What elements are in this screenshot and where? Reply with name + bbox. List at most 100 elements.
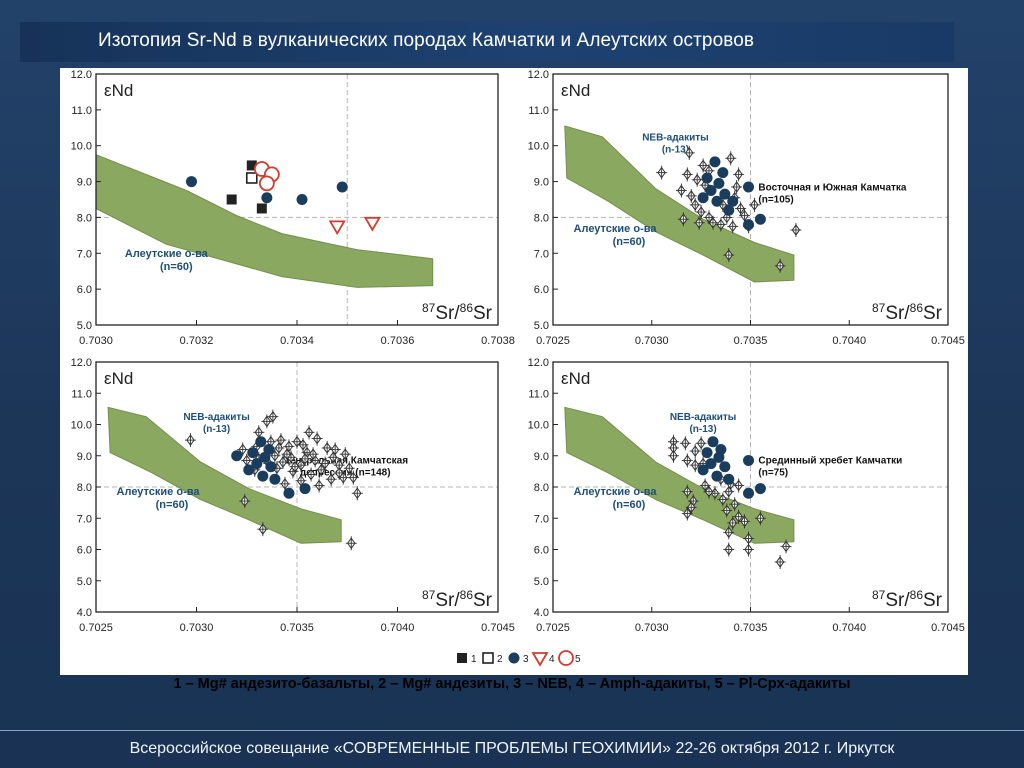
- point-cross-diamond-8: [675, 183, 687, 198]
- aleutian-field: [107, 406, 342, 544]
- point-cross-diamond-17: [735, 201, 747, 216]
- chart-bottom-right: Алеутские о-ва(n=60) NEB-адакиты(n-13) Сре…: [528, 357, 965, 634]
- point-cross-diamond-2: [267, 409, 279, 424]
- y-tick-label: 10.0: [71, 420, 92, 432]
- y-tick-label: 9.0: [534, 177, 549, 189]
- x-tick-label: 0.7036: [381, 335, 415, 347]
- point-cross-diamond-10: [689, 197, 701, 212]
- point-cross-diamond-9: [685, 188, 697, 203]
- point-cross-diamond-49: [307, 447, 319, 462]
- point-cross-diamond-4: [697, 158, 709, 173]
- point-cross-diamond-27: [774, 555, 786, 569]
- point-filled-circle-5: [719, 461, 731, 473]
- legend-symbol-4: [531, 652, 549, 667]
- y-tick-label: 6.0: [77, 284, 92, 296]
- y-tick-label: 10.0: [71, 141, 92, 153]
- point-cross-diamond-22: [723, 542, 735, 557]
- y-tick-label: 8.0: [77, 212, 92, 224]
- figure-caption: 1 – Mg# андезито-базальты, 2 – Mg# андез…: [173, 676, 851, 692]
- y-tick-label: 4.0: [77, 607, 92, 619]
- point-filled-circle-6: [243, 464, 255, 476]
- x-tick-label: 0.7025: [536, 622, 570, 634]
- point-filled-square-2: [256, 203, 267, 214]
- point-cross-diamond-9: [277, 455, 289, 469]
- y-axis-label: εNd: [104, 369, 133, 388]
- aleutian-label: Алеутские о-ва: [125, 248, 209, 260]
- point-cross-diamond-0: [184, 433, 196, 448]
- point-filled-circle-10: [283, 487, 295, 499]
- x-tick-label: 0.7040: [832, 335, 866, 347]
- figure-panel: [60, 68, 968, 675]
- point-cross-diamond-23: [305, 467, 317, 482]
- x-tick-label: 0.7030: [635, 622, 669, 634]
- aleutian-field: [95, 154, 434, 288]
- point-filled-circle-11: [299, 483, 311, 495]
- y-tick-label: 6.0: [534, 284, 549, 296]
- point-filled-circle-12: [754, 213, 766, 225]
- y-tick-label: 11.0: [71, 105, 92, 117]
- y-tick-label: 9.0: [77, 177, 92, 189]
- point-filled-circle-1: [717, 167, 729, 179]
- chart-top-right: Алеутские о-ва(n=60) NEB-адакиты(n-13) Вос…: [528, 69, 965, 347]
- point-cross-diamond-44: [257, 522, 269, 537]
- legend-symbol-2: [482, 652, 494, 664]
- x-tick-label: 0.7030: [79, 335, 113, 347]
- point-filled-circle-0: [709, 156, 721, 168]
- y-tick-label: 8.0: [534, 212, 549, 224]
- slide-footer: Всероссийское совещание «СОВРЕМЕННЫЕ ПРО…: [129, 740, 895, 757]
- point-cross-diamond-32: [733, 478, 745, 493]
- x-axis-label: 87Sr/86Sr: [422, 588, 493, 611]
- annotation-0-count: (n-13): [689, 424, 716, 435]
- point-cross-diamond-18: [739, 208, 751, 223]
- point-filled-circle-2: [701, 447, 713, 459]
- point-cross-diamond-40: [289, 459, 301, 474]
- point-cross-diamond-0: [656, 165, 668, 180]
- point-filled-circle-3: [713, 451, 725, 463]
- x-tick-label: 0.7040: [381, 622, 415, 634]
- y-tick-label: 5.0: [77, 320, 92, 332]
- chart-top-left: Алеутские о-ва(n=60) 5.0 6.0 7.0 8.0 9.0 10.0 1…: [71, 69, 515, 347]
- x-tick-label: 0.7035: [734, 622, 768, 634]
- legend-label-5: 5: [575, 654, 581, 665]
- aleutian-count: (n=60): [613, 499, 646, 511]
- point-filled-circle-11: [743, 219, 755, 231]
- point-filled-circle-5: [719, 188, 731, 200]
- legend-symbol-5: [558, 650, 574, 666]
- point-cross-diamond-39: [299, 451, 311, 466]
- point-cross-diamond-19: [343, 461, 355, 476]
- point-cross-diamond-48: [333, 465, 345, 480]
- point-filled-circle-5: [265, 461, 277, 473]
- charts-group: Алеутские о-ва(n=60)5.06.07.08.09.010.01…: [71, 69, 965, 634]
- y-tick-label: 7.0: [77, 248, 92, 260]
- annotation-0-count: (n-13): [203, 424, 230, 435]
- annotation-0: NEB-адакиты: [670, 412, 737, 423]
- legend-label-4: 4: [549, 654, 555, 665]
- y-tick-label: 6.0: [534, 545, 549, 557]
- point-cross-diamond-21: [693, 215, 705, 230]
- point-cross-diamond-23: [739, 514, 751, 529]
- point-cross-diamond-20: [727, 515, 739, 530]
- legend-label-2: 2: [497, 654, 503, 665]
- y-tick-label: 4.0: [534, 607, 549, 619]
- x-tick-label: 0.7035: [280, 622, 314, 634]
- point-cross-diamond-17: [729, 497, 741, 512]
- y-tick-label: 12.0: [528, 69, 549, 81]
- aleutian-label: Алеутские о-ва: [117, 486, 201, 498]
- point-cross-diamond-45: [351, 486, 363, 501]
- point-cross-diamond-25: [774, 258, 786, 273]
- point-cross-diamond-12: [681, 506, 693, 521]
- x-tick-label: 0.7035: [734, 335, 768, 347]
- point-cross-diamond-18: [339, 447, 351, 462]
- point-cross-diamond-43: [239, 494, 251, 509]
- point-cross-diamond-23: [748, 197, 760, 212]
- annotation-1-count: (n=75): [758, 468, 788, 479]
- point-filled-circle-3: [336, 181, 348, 193]
- point-cross-diamond-46: [345, 536, 357, 551]
- point-cross-diamond-1: [683, 145, 695, 160]
- x-tick-label: 0.7032: [180, 335, 214, 347]
- point-filled-circle-9: [743, 181, 755, 193]
- point-cross-diamond-6: [291, 434, 303, 449]
- aleutian-count: (n=60): [160, 261, 193, 273]
- y-tick-label: 12.0: [528, 357, 549, 369]
